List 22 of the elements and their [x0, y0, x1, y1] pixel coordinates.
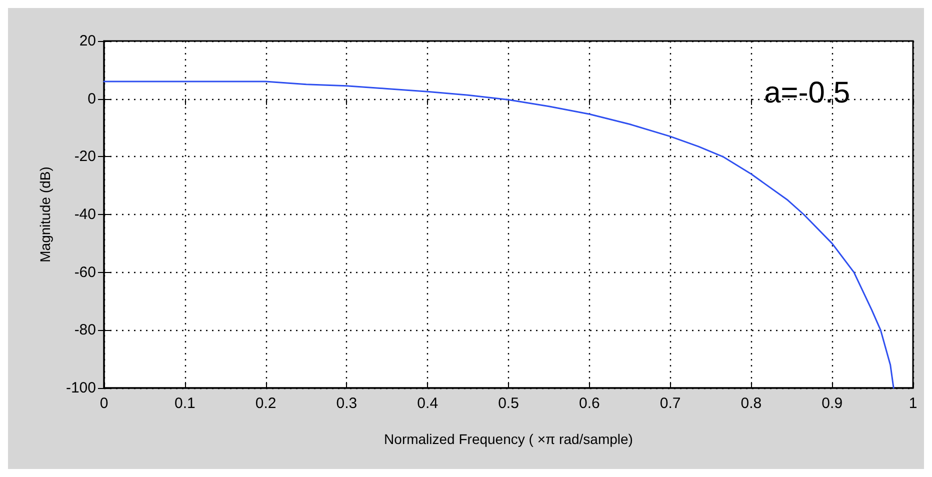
x-tick-label: 0.5 — [498, 395, 519, 412]
x-tick-label: 0.9 — [822, 395, 843, 412]
x-tick-label: 0.6 — [578, 395, 600, 412]
line-series — [103, 80, 894, 389]
x-tick-label: 0 — [100, 395, 108, 412]
y-tick-label: -100 — [66, 380, 96, 396]
y-tick-label: 0 — [88, 90, 96, 108]
y-tick-label: -20 — [74, 148, 96, 166]
y-tick-label: 20 — [79, 32, 96, 50]
y-axis-title: Magnitude (dB) — [37, 166, 53, 262]
x-tick-label: 0.7 — [660, 395, 681, 412]
x-tick-label: 0.4 — [417, 395, 438, 412]
x-tick-label: 1 — [908, 395, 918, 412]
x-tick-label: 0.1 — [174, 395, 196, 412]
x-tick-label: 0.3 — [336, 395, 358, 412]
y-tick-label: -60 — [74, 264, 96, 281]
x-tick-label: 0.8 — [740, 395, 762, 412]
annotation: a=-0.5 — [764, 76, 850, 110]
x-axis-title: Normalized Frequency ( ×π rad/sample) — [384, 431, 633, 447]
x-tick-label: 0.2 — [255, 395, 276, 412]
y-tick-label: -80 — [74, 322, 96, 339]
y-tick-label: -40 — [74, 206, 96, 223]
